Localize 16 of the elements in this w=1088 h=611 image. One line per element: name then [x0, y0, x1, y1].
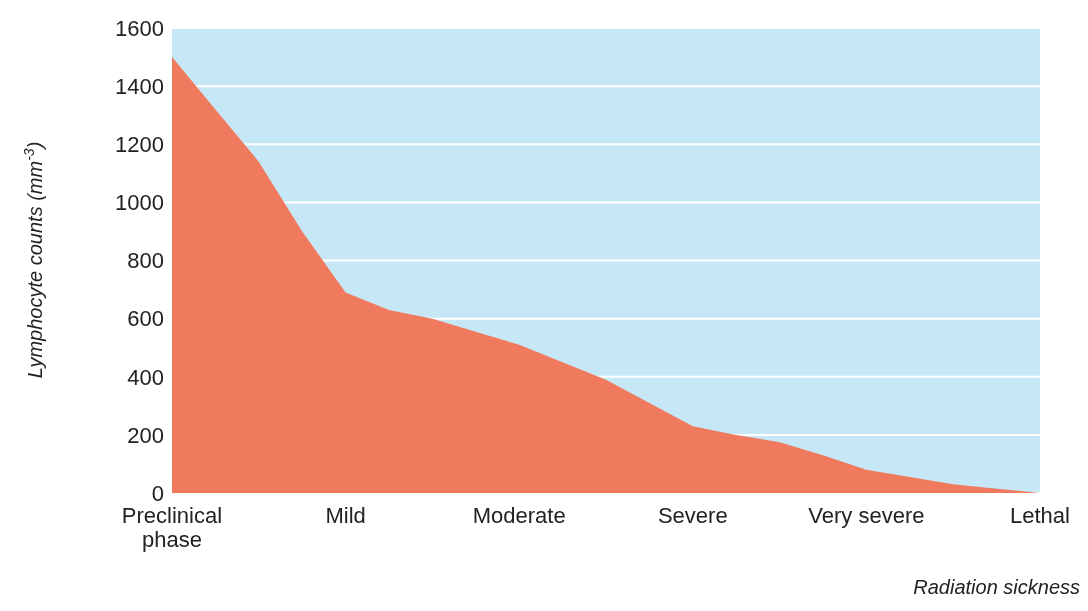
- y-tick-label: 800: [127, 248, 164, 274]
- x-tick-label: Mild: [325, 503, 366, 528]
- x-tick-label: Severe: [657, 503, 728, 528]
- y-tick-label: 1400: [115, 73, 164, 99]
- x-tick-label: Very severe: [808, 503, 925, 528]
- y-tick-label: 1000: [115, 190, 164, 216]
- x-tick-label: Lethal: [1010, 503, 1070, 528]
- x-tick-label: Moderate: [472, 503, 566, 528]
- x-tick-label: Preclinical phase: [121, 503, 223, 552]
- x-axis-title: Radiation sickness: [913, 576, 1080, 599]
- y-tick-label: 0: [151, 480, 164, 506]
- y-tick-label: 1600: [115, 15, 164, 41]
- y-tick-label: 400: [127, 364, 164, 390]
- y-tick-label: 1200: [115, 132, 164, 158]
- y-tick-label: 200: [127, 422, 164, 448]
- y-tick-label: 600: [127, 306, 164, 332]
